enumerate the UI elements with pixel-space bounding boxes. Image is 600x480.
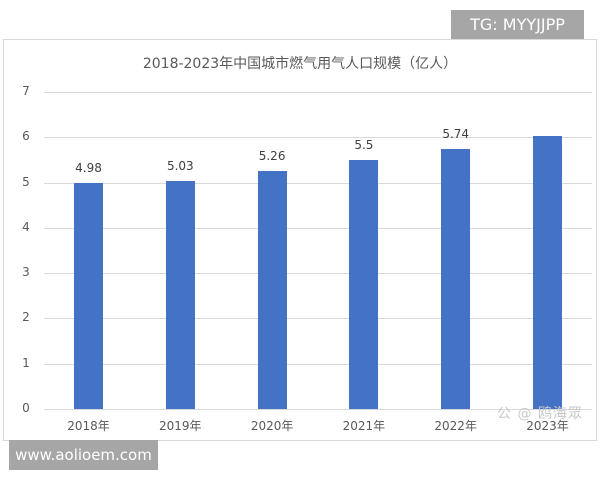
gridline xyxy=(44,182,592,184)
y-tick-label: 1 xyxy=(22,355,30,370)
x-tick-label: 2018年 xyxy=(67,419,110,433)
y-tick-label: 6 xyxy=(22,129,30,144)
y-tick-label: 3 xyxy=(22,265,30,280)
bar-2022 xyxy=(441,148,471,409)
bar-2018 xyxy=(74,183,103,409)
y-tick-label: 7 xyxy=(22,83,30,98)
data-label: 5.26 xyxy=(258,148,286,163)
data-label: 5.03 xyxy=(166,159,194,174)
x-tick-label: 2021年 xyxy=(342,419,386,433)
gridline xyxy=(44,273,592,275)
bar-2020 xyxy=(257,170,287,409)
chart-title: 2018-2023年中国城市燃气用气人口规模（亿人） xyxy=(142,56,458,72)
gridline xyxy=(44,318,592,320)
x-tick-label: 2020年 xyxy=(250,419,294,433)
bar-2021 xyxy=(349,159,379,409)
data-label: 5.74 xyxy=(442,126,470,141)
gridline xyxy=(44,363,592,365)
x-tick-label: 2019年 xyxy=(159,419,202,433)
data-label: 5.5 xyxy=(354,137,374,152)
y-tick-label: 2 xyxy=(22,310,30,325)
y-tick-label: 5 xyxy=(22,174,30,189)
gridline xyxy=(44,409,592,410)
gridline xyxy=(44,137,592,139)
x-tick-label: 2023年 xyxy=(526,419,569,433)
watermark-tg: TG: MYYJJPP xyxy=(451,10,584,39)
x-tick-label: 2022年 xyxy=(434,419,477,433)
data-label: 4.98 xyxy=(75,161,102,176)
y-tick-label: 4 xyxy=(22,219,30,234)
y-tick-label: 0 xyxy=(22,401,30,415)
bar-2019 xyxy=(165,181,195,409)
gridline xyxy=(44,91,592,93)
bar-2023 xyxy=(533,135,562,409)
gridline xyxy=(44,227,592,229)
watermark-site: www.aolioem.com xyxy=(9,440,158,470)
plot-area: 0 1 2 3 4 5 6 7 4.98 2018年 5.03 2019年 5.26 2020年 5.5 20… xyxy=(4,40,596,440)
watermark-logo: 公 @ 鸥海眾 xyxy=(497,406,583,422)
chart-frame: 2018-2023年中国城市燃气用气人口规模（亿人） 0 1 2 3 4 5 6 7 4.98 2… xyxy=(3,39,597,441)
